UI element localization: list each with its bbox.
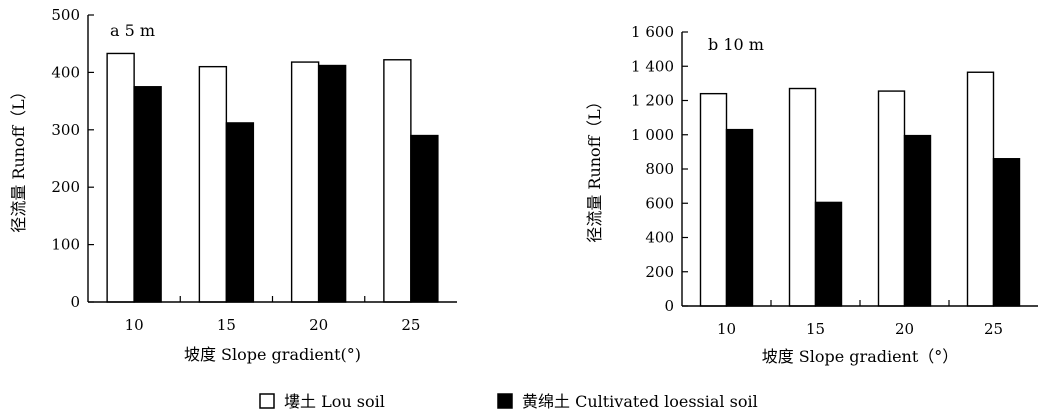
bar-lou-soil-10 <box>699 92 728 307</box>
y-tick-label: 1 600 <box>631 23 674 41</box>
y-tick-label: 400 <box>645 229 674 247</box>
x-tick-label: 10 <box>125 316 144 334</box>
bar-cultivated-loessial-soil-20 <box>317 64 347 303</box>
y-tick-label: 1 000 <box>631 126 674 144</box>
y-tick-label: 0 <box>664 297 674 315</box>
bar-lou-soil-15 <box>198 65 228 303</box>
bar-lou-soil-10 <box>106 52 135 303</box>
legend-label-cultivated-loessial-soil: 黄绵土 Cultivated loessial soil <box>522 392 758 411</box>
legend-label-lou-soil: 塿土 Lou soil <box>284 392 385 411</box>
x-tick-label: 25 <box>401 316 420 334</box>
y-tick-label: 100 <box>51 236 80 254</box>
x-tick-label: 15 <box>217 316 236 334</box>
bar-cultivated-loessial-soil-25 <box>410 134 439 303</box>
y-tick-label: 600 <box>645 194 674 212</box>
legend-swatch-lou-soil <box>259 393 275 409</box>
y-tick-label: 300 <box>51 121 80 139</box>
bar-lou-soil-20 <box>290 61 320 303</box>
bar-lou-soil-25 <box>966 71 995 307</box>
chart-panel-b: 10 15 20 25 0 200 400 600 800 1 000 1 200 1 400 1 60… <box>585 23 1038 366</box>
y-tick-label: 1 400 <box>631 57 674 75</box>
bar-cultivated-loessial-soil-10 <box>725 128 754 307</box>
bar-cultivated-loessial-soil-25 <box>992 158 1021 307</box>
panel-title: a 5 m <box>110 21 155 40</box>
y-tick-label: 0 <box>70 293 80 311</box>
x-tick-label: 15 <box>806 320 825 338</box>
y-tick-label: 800 <box>645 160 674 178</box>
bar-lou-soil-20 <box>877 90 906 307</box>
bar-cultivated-loessial-soil-15 <box>225 122 255 303</box>
x-tick-label: 20 <box>895 320 914 338</box>
y-axis-label: 径流量 Runoff（L） <box>585 93 604 242</box>
x-tick-label: 25 <box>984 320 1003 338</box>
y-tick-label: 500 <box>51 6 80 24</box>
x-tick-label: 20 <box>309 316 328 334</box>
y-axis-label: 径流量 Runoff（L） <box>9 83 28 232</box>
bar-cultivated-loessial-soil-10 <box>133 86 162 303</box>
bar-lou-soil-25 <box>383 59 412 303</box>
bar-cultivated-loessial-soil-15 <box>814 201 843 307</box>
y-tick-label: 200 <box>51 178 80 196</box>
x-axis-label: 坡度 Slope gradient(°) <box>184 345 361 364</box>
y-tick-label: 400 <box>51 63 80 81</box>
x-tick-label: 10 <box>717 320 736 338</box>
legend-swatch-cultivated-loessial-soil <box>497 393 513 409</box>
panel-title: b 10 m <box>708 35 764 54</box>
chart-panel-a: 10 15 20 25 0 100 200 300 400 500 a 5 m 坡度 Slope gr… <box>9 6 457 364</box>
y-tick-label: 1 200 <box>631 92 674 110</box>
bar-lou-soil-15 <box>788 87 817 307</box>
x-axis-label: 坡度 Slope gradient（°） <box>762 347 959 366</box>
y-tick-label: 200 <box>645 263 674 281</box>
legend: 塿土 Lou soil 黄绵土 Cultivated loessial soil <box>259 392 758 411</box>
bar-cultivated-loessial-soil-20 <box>903 134 932 307</box>
